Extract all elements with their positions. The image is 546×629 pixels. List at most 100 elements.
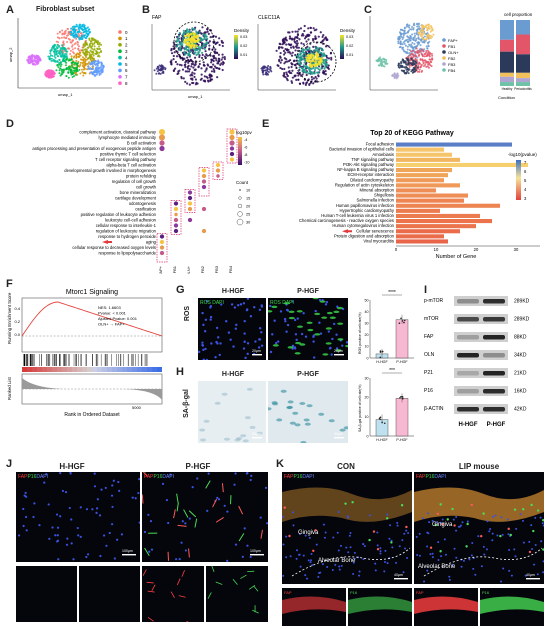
cluster-5-point <box>70 27 73 30</box>
dapi-nucleus <box>210 342 213 345</box>
dapi-nucleus <box>161 482 165 485</box>
sabgal-positive-cell <box>328 419 335 423</box>
scale-bar <box>394 578 408 580</box>
dapi-nucleus <box>327 330 331 333</box>
fap-p16-signal <box>466 522 469 526</box>
celltype-fap-point <box>423 48 426 51</box>
density-point-low <box>309 42 312 45</box>
go-dot <box>173 228 179 234</box>
density-point-low <box>326 66 330 69</box>
data-point <box>381 350 384 353</box>
celltype-fap-point <box>398 35 401 38</box>
cluster-1-point <box>85 55 88 58</box>
fap-p16-cell <box>238 533 245 542</box>
celltype-fap-point <box>397 38 400 41</box>
density-point-low <box>200 77 203 80</box>
fap-p16-cell <box>183 509 189 518</box>
celltype-fb1-point <box>416 52 419 55</box>
density-point-high <box>320 60 323 63</box>
density-point-low <box>297 78 300 81</box>
density-point-mid <box>310 70 313 74</box>
cluster-3-point <box>73 74 76 77</box>
cluster-7-point <box>29 55 32 58</box>
dapi-nucleus <box>458 525 461 528</box>
density-point-low <box>293 38 296 41</box>
density-point-high <box>187 39 190 42</box>
dapi-nucleus <box>352 572 355 575</box>
celltype-fb4-point <box>383 58 386 61</box>
density-point-low <box>213 70 216 73</box>
density-point-low <box>175 55 179 58</box>
dapi-nucleus <box>131 496 134 499</box>
k-cond-con: CON <box>337 462 355 471</box>
ros-signal <box>344 344 348 348</box>
go-term-label: aging <box>146 240 157 245</box>
blot-kd-label: 21KD <box>514 371 527 377</box>
density-point-low <box>198 62 201 66</box>
celltype-fap-point <box>411 41 414 44</box>
k-gingiva-label-con: Gingiva <box>298 530 319 536</box>
blot-kd-label: 34KD <box>514 353 527 359</box>
panel-f-letter: F <box>6 278 13 290</box>
ros-signal <box>337 322 344 325</box>
cluster-3-point <box>67 76 70 79</box>
density-point-low <box>315 77 318 80</box>
cluster-5-point <box>77 27 80 30</box>
density-point-low <box>216 62 219 65</box>
density-point-mid <box>203 37 206 41</box>
dashed-highlight <box>295 41 337 83</box>
density-point-low <box>172 58 175 61</box>
density-point-low <box>330 58 333 61</box>
density-point-low <box>162 71 165 74</box>
celltype-fb1-point <box>408 66 411 69</box>
dapi-nucleus <box>514 555 517 558</box>
dapi-nucleus <box>246 544 249 547</box>
data-point <box>401 320 404 322</box>
celltype-oln-point <box>403 72 406 75</box>
fap-p16-signal <box>439 550 442 553</box>
density-point-mid <box>183 48 186 51</box>
cluster-4-point <box>50 57 53 60</box>
density-point-high <box>306 54 310 57</box>
rank-heat-cell <box>67 367 72 372</box>
celltype-fb4-point <box>375 59 378 62</box>
density-point-low <box>304 46 307 50</box>
cluster-0-point <box>74 47 77 50</box>
celltype-fb1-point <box>429 64 432 67</box>
dapi-nucleus <box>368 514 371 517</box>
density-point-low <box>305 40 308 43</box>
go-dot <box>187 206 193 212</box>
density-point-low <box>211 58 214 61</box>
cluster-6-point <box>97 60 100 63</box>
density-point-low <box>311 78 314 81</box>
density-point-low <box>296 34 299 37</box>
dapi-nucleus <box>215 340 218 344</box>
dapi-nucleus <box>347 516 350 519</box>
dapi-nucleus <box>292 524 295 527</box>
size-legend-dot <box>237 211 243 217</box>
density-point-low <box>176 63 179 66</box>
dapi-nucleus <box>304 574 307 577</box>
density-point-low <box>203 55 207 58</box>
ros-signal <box>271 305 278 309</box>
dapi-nucleus <box>243 319 246 323</box>
cluster-0-point <box>72 52 75 55</box>
density-point-low <box>294 30 297 33</box>
dapi-nucleus <box>423 580 426 583</box>
data-point <box>381 421 383 424</box>
dapi-nucleus <box>234 472 237 475</box>
dapi-nucleus <box>283 317 287 321</box>
blot-band <box>457 335 479 340</box>
density-point-low <box>294 45 297 48</box>
kegg-pathway-label: Human T-cell leukemia virus 1 infection <box>321 213 394 218</box>
celltype-oln-point <box>405 63 408 66</box>
cluster-6-point <box>96 64 99 67</box>
kegg-title: Top 20 of KEGG Pathway <box>370 130 454 137</box>
cluster-1-point <box>78 65 81 68</box>
celltype-fb1-point <box>418 53 421 56</box>
cluster-1-point <box>88 53 91 56</box>
fap-p16-signal <box>499 534 502 538</box>
density-point-low <box>198 55 201 59</box>
density-point-low <box>179 56 182 59</box>
cluster-4-point <box>56 43 59 46</box>
